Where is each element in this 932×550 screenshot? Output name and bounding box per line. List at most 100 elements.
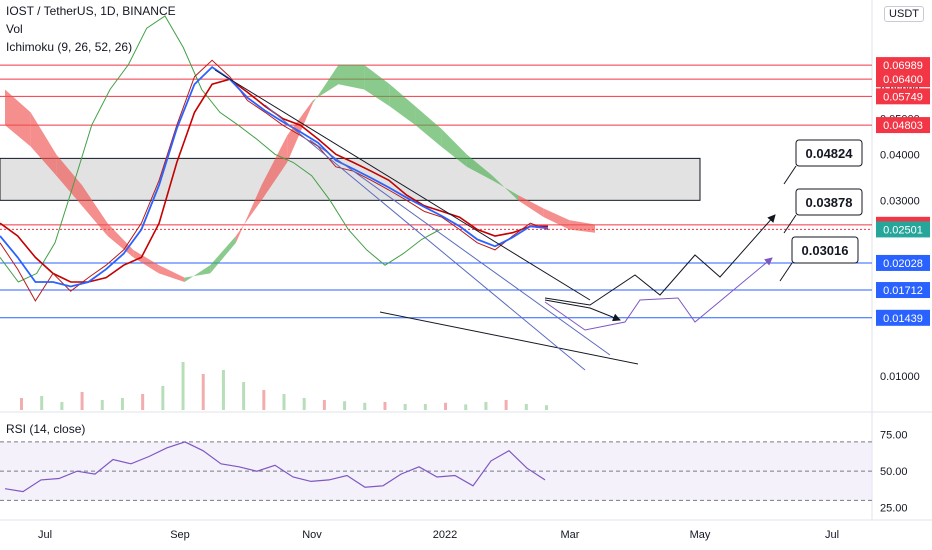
price-tag — [876, 221, 930, 238]
price-tag — [876, 254, 930, 271]
volume-bar — [181, 362, 185, 410]
channel-line — [264, 104, 586, 371]
currency-button[interactable]: USDT — [884, 6, 924, 22]
volume-bar — [282, 394, 286, 410]
ichimoku-cloud-segment — [543, 208, 570, 230]
volume-bar — [383, 402, 387, 410]
price-tag — [876, 309, 930, 326]
ichimoku-cloud-segment — [5, 89, 31, 147]
price-tag-label: 0.05749 — [883, 91, 923, 103]
time-axis-tick: Jul — [825, 529, 839, 541]
price-tag-label: 0.06989 — [883, 60, 923, 72]
ichimoku-cloud-segment — [184, 265, 211, 283]
volume-bar — [161, 386, 165, 410]
ichimoku-cloud-segment — [415, 106, 442, 147]
ichimoku-cloud-segment — [338, 64, 365, 90]
alt-projection-arrow — [544, 257, 773, 331]
volume-bar — [201, 374, 205, 410]
ichimoku-cloud-segment — [30, 112, 57, 176]
price-axis-tick: 0.03000 — [880, 195, 920, 207]
volume-bar — [141, 394, 145, 410]
ichimoku-cloud-segment — [518, 195, 544, 218]
volume-bar — [80, 392, 84, 410]
price-tag-label: 0.04803 — [883, 120, 923, 132]
channel-line — [309, 139, 611, 356]
price-tag — [876, 88, 930, 105]
callout-pointer — [783, 165, 797, 185]
volume-bar — [120, 398, 124, 410]
price-callout-label: 0.03878 — [806, 195, 853, 210]
volume-bar — [423, 404, 427, 410]
close-price-line — [0, 59, 549, 302]
consolidation-box — [0, 157, 701, 201]
volume-bar — [464, 404, 468, 410]
ichimoku-cloud-segment — [492, 175, 519, 201]
volume-bar — [484, 402, 488, 410]
chikou-span-line — [0, 15, 441, 283]
volume-bar — [524, 404, 528, 410]
price-tag — [876, 57, 930, 74]
tenkan-sen-line — [0, 65, 549, 288]
callout-pointer — [783, 214, 797, 234]
price-callout — [795, 139, 863, 167]
price-callout-label: 0.03016 — [802, 243, 849, 258]
price-tag-label: 0.02501 — [883, 224, 923, 236]
rsi-axis-tick: 75.00 — [880, 430, 908, 442]
ichimoku-cloud-segment — [133, 249, 159, 274]
volume-bar — [40, 396, 44, 410]
volume-legend[interactable]: Vol — [6, 22, 23, 36]
volume-bar — [504, 400, 508, 410]
ichimoku-cloud-segment — [56, 154, 82, 206]
price-tag-label: 0.01712 — [883, 285, 923, 297]
ichimoku-cloud-segment — [210, 236, 236, 274]
volume-bar — [302, 398, 306, 410]
ichimoku-cloud-segment — [261, 135, 288, 201]
volume-bar — [242, 382, 246, 410]
volume-bar — [343, 401, 347, 410]
time-axis-tick: Jul — [38, 529, 52, 541]
rsi-line — [4, 441, 546, 493]
time-axis-tick: May — [690, 529, 711, 541]
price-callout-label: 0.04824 — [806, 146, 854, 161]
time-axis-tick: Nov — [302, 529, 322, 541]
bullish-projection-arrow — [544, 214, 776, 306]
ichimoku-cloud-segment — [364, 64, 390, 107]
price-tag-label: 0.02028 — [883, 258, 923, 270]
volume-bar — [20, 398, 23, 410]
volume-bar — [60, 402, 64, 410]
ichimoku-cloud-segment — [235, 185, 262, 243]
price-tag-label: 0.01439 — [883, 313, 923, 325]
descending-trendline — [214, 69, 591, 301]
price-callout — [795, 188, 863, 216]
ichimoku-cloud-segment — [312, 64, 339, 104]
price-axis-tick: 0.01000 — [880, 371, 920, 383]
price-tag — [876, 71, 930, 88]
volume-bar — [262, 390, 266, 410]
volume-bar — [403, 404, 407, 410]
ichimoku-cloud-segment — [81, 185, 108, 237]
volume-bar — [100, 400, 104, 410]
price-tag-label: 0.06400 — [883, 74, 923, 86]
ichimoku-cloud-segment — [569, 220, 595, 233]
volume-bar — [444, 402, 448, 410]
projection-arrow — [544, 299, 621, 322]
rsi-axis-tick: 25.00 — [880, 503, 908, 515]
ichimoku-cloud-segment — [466, 154, 493, 181]
callout-pointer — [779, 262, 793, 282]
support-trendline — [379, 311, 639, 365]
ichimoku-cloud-segment — [158, 265, 185, 283]
price-callout — [791, 236, 859, 264]
ichimoku-legend[interactable]: Ichimoku (9, 26, 52, 26) — [6, 40, 133, 54]
rsi-legend[interactable]: RSI (14, close) — [6, 422, 86, 436]
rsi-axis-tick: 50.00 — [880, 466, 908, 478]
time-axis-tick: Sep — [170, 529, 190, 541]
ichimoku-cloud-segment — [389, 84, 416, 126]
volume-bar — [363, 402, 367, 410]
price-tag — [876, 117, 930, 134]
time-axis-tick: 2022 — [433, 529, 457, 541]
ichimoku-cloud-segment — [441, 128, 467, 167]
price-tag — [876, 282, 930, 299]
symbol-legend[interactable]: IOST / TetherUS, 1D, BINANCE — [6, 4, 176, 18]
price-axis-tick: 0.04000 — [880, 149, 920, 161]
